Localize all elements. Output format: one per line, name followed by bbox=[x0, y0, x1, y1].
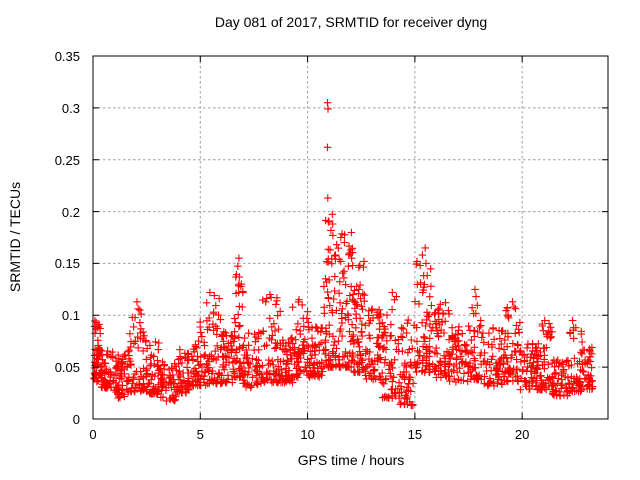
y-tick-label: 0.25 bbox=[54, 152, 80, 168]
y-tick-label: 0.15 bbox=[54, 256, 80, 272]
plot-frame bbox=[92, 55, 609, 420]
y-tick-label: 0.35 bbox=[54, 49, 80, 64]
x-tick-label: 0 bbox=[89, 427, 97, 442]
x-tick-label: 10 bbox=[300, 427, 315, 442]
x-tick-label: 5 bbox=[196, 427, 204, 442]
x-axis-label: GPS time / hours bbox=[297, 452, 405, 468]
axis-ticks bbox=[92, 55, 608, 420]
x-tick-label: 20 bbox=[514, 427, 530, 442]
y-tick-label: 0.05 bbox=[54, 360, 80, 376]
grid-lines bbox=[93, 56, 608, 419]
chart-title: Day 081 of 2017, SRMTID for receiver dyn… bbox=[214, 14, 488, 30]
y-tick-label: 0.3 bbox=[61, 100, 80, 116]
x-tick-label: 15 bbox=[407, 427, 423, 442]
y-tick-label: 0.2 bbox=[61, 204, 80, 220]
y-tick-label: 0 bbox=[72, 412, 80, 427]
y-tick-label: 0.1 bbox=[61, 308, 80, 324]
scatter-series bbox=[90, 99, 597, 410]
y-axis-label: SRMTID / TECUs bbox=[7, 181, 23, 293]
